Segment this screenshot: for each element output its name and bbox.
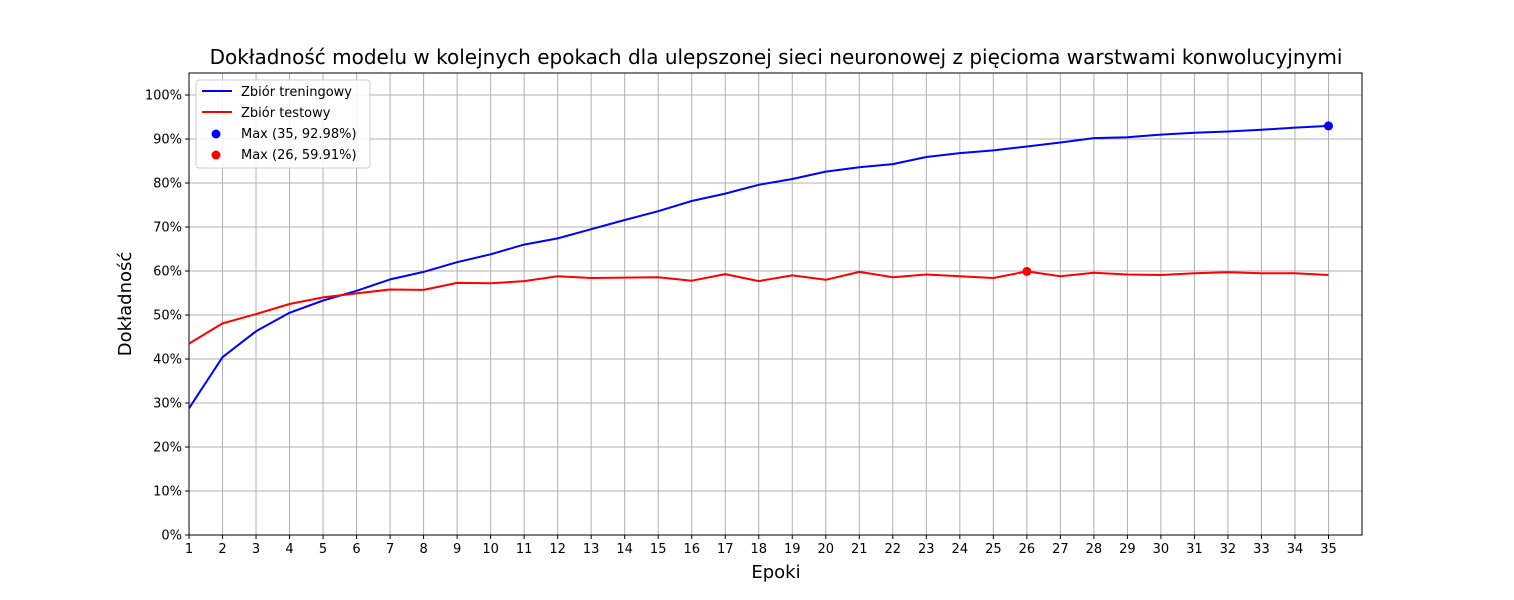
x-tick-label: 14 (616, 542, 633, 557)
x-tick-label: 35 (1320, 542, 1337, 557)
y-tick-label: 80% (153, 177, 182, 192)
x-tick-label: 5 (319, 542, 327, 557)
x-tick-label: 11 (516, 542, 533, 557)
x-tick-label: 29 (1119, 542, 1136, 557)
y-tick-label: 60% (153, 265, 182, 280)
x-tick-label: 27 (1052, 542, 1069, 557)
y-tick-label: 20% (153, 441, 182, 456)
x-tick-label: 22 (885, 542, 902, 557)
x-tick-label: 21 (851, 542, 868, 557)
x-tick-label: 26 (1019, 542, 1036, 557)
y-tick-label: 10% (153, 485, 182, 500)
x-tick-label: 19 (784, 542, 801, 557)
series-line-train (188, 124, 1329, 409)
y-tick-label: 30% (153, 397, 182, 412)
x-tick-label: 6 (352, 542, 360, 557)
x-tick-label: 31 (1186, 542, 1203, 557)
series-layer (188, 124, 1329, 409)
y-tick-label: 90% (153, 133, 182, 148)
x-tick-label: 4 (285, 542, 293, 557)
legend-label-test-max: Max (26, 59.91%) (241, 148, 357, 163)
x-tick-label: 1 (185, 542, 193, 557)
y-axis-label: Dokładność (115, 252, 136, 357)
x-tick-label: 9 (453, 542, 461, 557)
x-tick-label: 8 (419, 542, 427, 557)
y-tick-label: 50% (153, 309, 182, 324)
y-tick-label: 40% (153, 353, 182, 368)
x-tick-label: 3 (252, 542, 260, 557)
max-markers (1022, 121, 1333, 276)
y-axis: 0% 10% 20% 30% 40% 50% 60% 70% 80% 90% 100% (145, 89, 189, 544)
legend-label-train-max: Max (35, 92.98%) (241, 127, 357, 142)
x-tick-label: 13 (583, 542, 600, 557)
x-tick-label: 32 (1220, 542, 1237, 557)
x-tick-label: 34 (1287, 542, 1304, 557)
max-marker-train (1323, 121, 1333, 131)
x-tick-label: 30 (1153, 542, 1170, 557)
x-tick-label: 17 (717, 542, 734, 557)
chart-title: Dokładność modelu w kolejnych epokach dl… (210, 45, 1343, 69)
y-tick-label: 100% (145, 89, 182, 104)
x-tick-label: 10 (482, 542, 499, 557)
y-tick-label: 70% (153, 221, 182, 236)
x-axis-label: Epoki (751, 562, 800, 583)
x-tick-label: 23 (918, 542, 935, 557)
legend-marker-train-max (211, 129, 221, 139)
x-axis: 1 2 3 4 5 6 7 8 9 10 11 12 13 14 15 16 17 18 19 20 21 22 23 24 2… (185, 535, 1337, 557)
legend: Zbiór treningowy Zbiór testowy Max (35, … (195, 79, 371, 169)
legend-label-train: Zbiór treningowy (241, 85, 352, 100)
x-tick-label: 12 (549, 542, 566, 557)
x-tick-label: 28 (1086, 542, 1103, 557)
x-tick-label: 7 (386, 542, 394, 557)
x-tick-label: 33 (1253, 542, 1270, 557)
y-tick-label: 0% (161, 529, 182, 544)
max-marker-test (1022, 266, 1032, 276)
x-tick-label: 2 (218, 542, 226, 557)
plot-frame (188, 72, 1363, 536)
x-tick-label: 20 (817, 542, 834, 557)
x-tick-label: 25 (985, 542, 1002, 557)
legend-label-test: Zbiór testowy (241, 106, 331, 121)
x-tick-label: 15 (650, 542, 667, 557)
x-tick-label: 16 (683, 542, 700, 557)
x-tick-label: 18 (750, 542, 767, 557)
series-line-test (188, 270, 1329, 345)
legend-box (195, 79, 371, 169)
x-tick-label: 24 (952, 542, 969, 557)
legend-marker-test-max (211, 150, 221, 160)
